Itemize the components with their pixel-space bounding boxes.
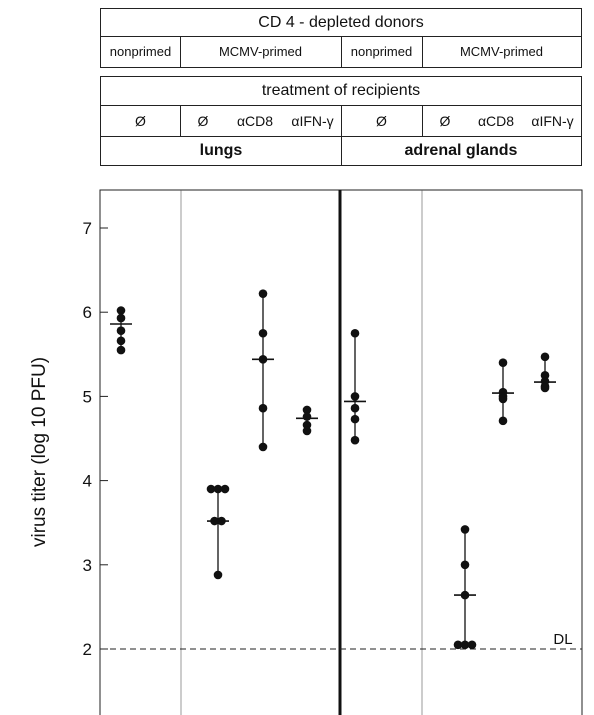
treatment-label: αCD8 (236, 112, 274, 129)
organ-label-adrenal: adrenal glands (404, 141, 518, 159)
y-tick-label: 5 (83, 387, 92, 406)
donor-group-label: nonprimed (350, 44, 413, 59)
data-point (498, 358, 508, 368)
data-group (206, 484, 230, 580)
data-point (258, 289, 268, 298)
treatment-label: Ø (197, 112, 209, 129)
data-point (258, 442, 268, 452)
data-point (460, 640, 470, 650)
donors-panel-title: CD 4 - depleted donors (258, 13, 424, 31)
data-point (498, 394, 508, 404)
data-point (302, 405, 312, 415)
data-point (453, 640, 463, 650)
data-point (540, 383, 550, 393)
data-point (116, 336, 126, 346)
detection-limit-label: DL (553, 631, 572, 648)
y-axis: 2 3 4 5 6 7 (83, 219, 108, 659)
donors-panel: CD 4 - depleted donors nonprimed MCMV-pr… (100, 8, 582, 68)
data-group (252, 289, 274, 452)
donor-group-label: MCMV-primed (218, 44, 303, 59)
data-point (540, 371, 550, 380)
data-point (116, 313, 126, 323)
data-point (116, 306, 126, 315)
organ-label-lungs: lungs (199, 141, 243, 159)
y-axis-label: virus titer (log 10 PFU) (29, 357, 50, 547)
treatment-label: Ø (439, 112, 451, 129)
data-group (296, 405, 318, 436)
data-point (350, 435, 360, 445)
data-point (460, 525, 470, 534)
data-point (460, 560, 470, 570)
data-point (258, 403, 268, 413)
data-point (302, 412, 312, 421)
data-point (213, 484, 223, 494)
treatment-label: αIFN-γ (531, 112, 574, 129)
data-group (110, 306, 132, 355)
treatment-label: αCD8 (477, 112, 515, 129)
donor-group-label: MCMV-primed (459, 44, 544, 59)
data-group (453, 525, 477, 650)
data-point (116, 326, 126, 336)
data-point (206, 484, 216, 494)
treatment-label: αIFN-γ (291, 112, 334, 129)
data-point (350, 403, 360, 413)
data-point (350, 328, 360, 338)
donor-group-label: nonprimed (109, 44, 172, 59)
data-point (350, 392, 360, 401)
data-point (213, 570, 223, 580)
data-point (116, 345, 126, 355)
data-group (534, 352, 556, 393)
treatment-label: Ø (135, 112, 146, 129)
data-point (350, 414, 360, 424)
y-tick-label: 4 (83, 472, 92, 491)
data-point (302, 420, 312, 430)
data-point (498, 416, 508, 426)
data-point (540, 352, 550, 362)
data-groups (110, 289, 556, 650)
treatment-panel: treatment of recipients Ø Ø αCD8 αIFN-γ … (100, 76, 582, 166)
y-tick-label: 3 (83, 556, 92, 575)
data-point (258, 328, 268, 338)
data-point (302, 426, 312, 436)
y-tick-label: 7 (83, 219, 92, 238)
data-point (220, 484, 230, 494)
treatment-panel-title: treatment of recipients (261, 82, 421, 99)
y-tick-label: 2 (83, 640, 92, 659)
treatment-label: Ø (376, 112, 387, 129)
data-group (344, 328, 366, 445)
data-point (467, 640, 477, 650)
data-group (492, 358, 514, 426)
y-tick-label: 6 (83, 303, 92, 322)
